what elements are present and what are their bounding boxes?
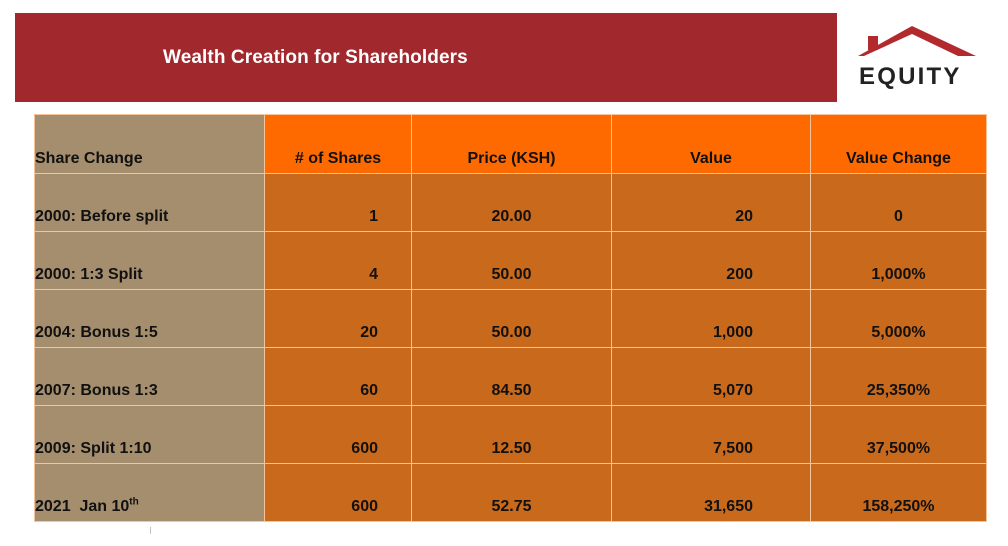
col-header-value-change: Value Change (810, 114, 987, 174)
table-row: 2021 Jan 10th 600 52.75 31,650 158,250% (34, 463, 987, 522)
price-cell: 50.00 (411, 289, 612, 348)
table-row: 2000: Before split 1 20.00 20 0 (34, 173, 987, 232)
shares-cell: 4 (264, 231, 412, 290)
value-cell: 200 (611, 231, 811, 290)
price-cell: 20.00 (411, 173, 612, 232)
table-row: 2000: 1:3 Split 4 50.00 200 1,000% (34, 231, 987, 290)
price-cell: 50.00 (411, 231, 612, 290)
col-header-share-change: Share Change (34, 114, 265, 174)
value-change-cell: 0 (810, 173, 987, 232)
ordinal-suffix: th (129, 496, 139, 508)
row-label: 2004: Bonus 1:5 (34, 289, 265, 348)
row-label: 2021 Jan 10th (34, 463, 265, 522)
page-title: Wealth Creation for Shareholders (163, 47, 468, 68)
divider-mark (150, 527, 151, 534)
row-label: 2000: 1:3 Split (34, 231, 265, 290)
shares-cell: 60 (264, 347, 412, 406)
table-row: 2004: Bonus 1:5 20 50.00 1,000 5,000% (34, 289, 987, 348)
value-cell: 7,500 (611, 405, 811, 464)
price-cell: 12.50 (411, 405, 612, 464)
logo-text: EQUITY (859, 63, 962, 90)
shares-cell: 600 (264, 405, 412, 464)
row-label: 2009: Split 1:10 (34, 405, 265, 464)
shares-cell: 600 (264, 463, 412, 522)
wealth-table: Share Change # of Shares Price (KSH) Val… (34, 114, 987, 522)
title-banner: Wealth Creation for Shareholders (15, 13, 837, 102)
value-change-cell: 158,250% (810, 463, 987, 522)
price-cell: 84.50 (411, 347, 612, 406)
value-change-cell: 1,000% (810, 231, 987, 290)
table-row: 2007: Bonus 1:3 60 84.50 5,070 25,350% (34, 347, 987, 406)
equity-logo: EQUITY (856, 22, 978, 92)
value-cell: 5,070 (611, 347, 811, 406)
col-header-price: Price (KSH) (411, 114, 612, 174)
value-change-cell: 25,350% (810, 347, 987, 406)
price-cell: 52.75 (411, 463, 612, 522)
table-header-row: Share Change # of Shares Price (KSH) Val… (34, 114, 987, 174)
shares-cell: 1 (264, 173, 412, 232)
table-row: 2009: Split 1:10 600 12.50 7,500 37,500% (34, 405, 987, 464)
value-change-cell: 5,000% (810, 289, 987, 348)
col-header-value: Value (611, 114, 811, 174)
col-header-shares: # of Shares (264, 114, 412, 174)
value-cell: 20 (611, 173, 811, 232)
house-roof-icon (858, 26, 976, 56)
row-label: 2007: Bonus 1:3 (34, 347, 265, 406)
shares-cell: 20 (264, 289, 412, 348)
value-cell: 31,650 (611, 463, 811, 522)
row-label: 2000: Before split (34, 173, 265, 232)
value-cell: 1,000 (611, 289, 811, 348)
value-change-cell: 37,500% (810, 405, 987, 464)
